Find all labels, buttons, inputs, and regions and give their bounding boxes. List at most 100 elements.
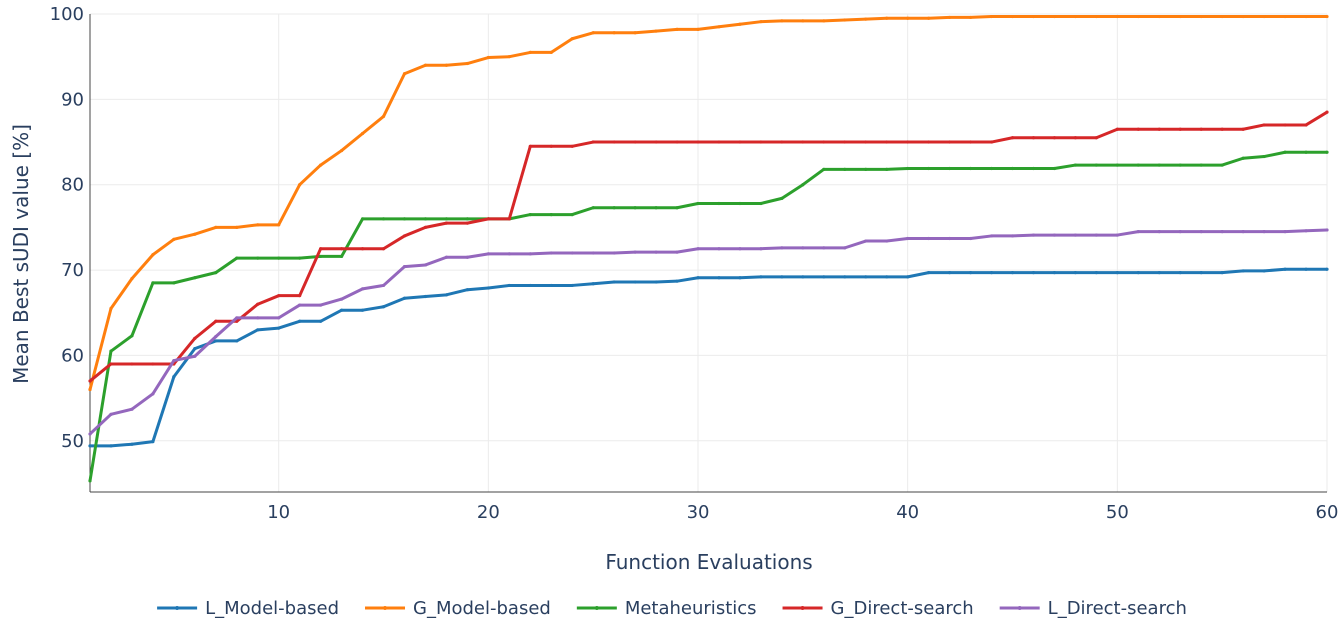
legend-item-G_Model-based[interactable]: G_Model-based xyxy=(365,598,551,619)
data-point xyxy=(948,15,952,20)
data-point xyxy=(444,255,449,259)
data-point xyxy=(927,16,931,20)
data-point xyxy=(1199,14,1203,19)
data-point xyxy=(1073,136,1078,140)
data-point xyxy=(1010,14,1015,19)
data-point xyxy=(1304,150,1308,154)
data-point xyxy=(151,253,155,257)
data-point xyxy=(843,18,847,22)
data-point xyxy=(1241,156,1245,160)
data-point xyxy=(1325,150,1329,154)
data-point xyxy=(822,275,826,279)
data-point xyxy=(612,140,616,144)
data-point xyxy=(801,183,805,187)
data-point xyxy=(319,303,323,307)
data-point xyxy=(927,166,931,171)
data-point xyxy=(360,131,365,136)
data-point xyxy=(339,254,344,259)
data-point xyxy=(423,294,428,299)
data-point xyxy=(360,308,365,312)
data-point xyxy=(989,166,994,171)
data-point xyxy=(570,251,574,255)
data-point xyxy=(738,201,742,206)
data-point xyxy=(1094,233,1098,237)
data-point xyxy=(528,252,532,256)
data-point xyxy=(507,252,511,256)
data-point xyxy=(381,283,386,288)
data-point xyxy=(1031,233,1036,237)
y-tick-label: 90 xyxy=(61,89,84,110)
data-point xyxy=(780,246,784,250)
data-point xyxy=(675,140,679,144)
data-point xyxy=(1262,123,1266,127)
data-point xyxy=(1304,267,1308,271)
data-point xyxy=(801,246,805,250)
data-point xyxy=(843,275,847,279)
data-point xyxy=(486,252,490,256)
data-point xyxy=(1073,163,1078,167)
data-point xyxy=(633,280,637,284)
data-point xyxy=(759,275,763,279)
data-point xyxy=(1031,14,1036,19)
data-point xyxy=(717,25,721,29)
series-Metaheuristics xyxy=(88,150,1329,483)
legend[interactable]: L_Model-based G_Model-based Metaheuristics… xyxy=(157,598,1187,619)
data-point xyxy=(591,282,595,286)
data-point xyxy=(549,212,553,217)
data-point xyxy=(402,217,407,221)
data-point xyxy=(1157,230,1161,234)
data-point xyxy=(256,316,260,320)
data-point xyxy=(402,234,407,238)
data-point xyxy=(633,31,637,35)
data-point xyxy=(1283,14,1287,19)
data-point xyxy=(654,140,658,144)
data-point xyxy=(654,280,658,284)
data-point xyxy=(948,140,952,144)
series-G_Direct-search xyxy=(88,110,1329,383)
data-point xyxy=(381,114,386,119)
data-point xyxy=(1178,230,1182,234)
legend-item-G_Direct-search[interactable]: G_Direct-search xyxy=(782,598,974,619)
x-tick-label: 60 xyxy=(1316,502,1339,523)
data-point xyxy=(1157,163,1161,167)
data-point xyxy=(193,232,197,236)
data-point xyxy=(402,265,407,269)
legend-item-L_Direct-search[interactable]: L_Direct-search xyxy=(999,598,1187,619)
data-point xyxy=(1199,127,1203,131)
data-point xyxy=(717,201,721,206)
data-point xyxy=(968,140,973,144)
data-point xyxy=(319,163,323,167)
data-point xyxy=(927,140,931,144)
data-point xyxy=(1220,163,1224,167)
data-point xyxy=(906,16,910,20)
data-point xyxy=(277,256,281,260)
series-L_Model-based xyxy=(88,267,1329,448)
legend-item-Metaheuristics[interactable]: Metaheuristics xyxy=(576,598,757,619)
data-point xyxy=(88,479,92,483)
data-point xyxy=(298,303,302,307)
data-point xyxy=(1136,127,1140,131)
data-point xyxy=(339,247,344,251)
data-point xyxy=(1220,230,1224,234)
legend-label: G_Direct-search xyxy=(831,598,974,619)
data-point xyxy=(570,37,574,41)
data-point xyxy=(591,251,595,255)
data-point xyxy=(214,319,218,323)
data-point xyxy=(1115,127,1119,131)
legend-label: L_Model-based xyxy=(205,598,339,619)
data-point xyxy=(1031,166,1036,171)
tick-labels: 10 20 30 40 50 60 50 60 70 80 90 100 xyxy=(50,4,1339,523)
data-point xyxy=(214,339,218,343)
data-point xyxy=(486,55,490,60)
legend-item-L_Model-based[interactable]: L_Model-based xyxy=(157,598,339,619)
data-point xyxy=(360,247,365,251)
grid-lines xyxy=(90,13,1328,492)
data-point xyxy=(486,217,490,221)
data-point xyxy=(1220,271,1224,275)
data-point xyxy=(1115,14,1119,19)
x-tick-label: 30 xyxy=(687,502,710,523)
data-point xyxy=(1094,14,1098,19)
data-point xyxy=(1178,163,1182,167)
data-point xyxy=(235,256,239,260)
